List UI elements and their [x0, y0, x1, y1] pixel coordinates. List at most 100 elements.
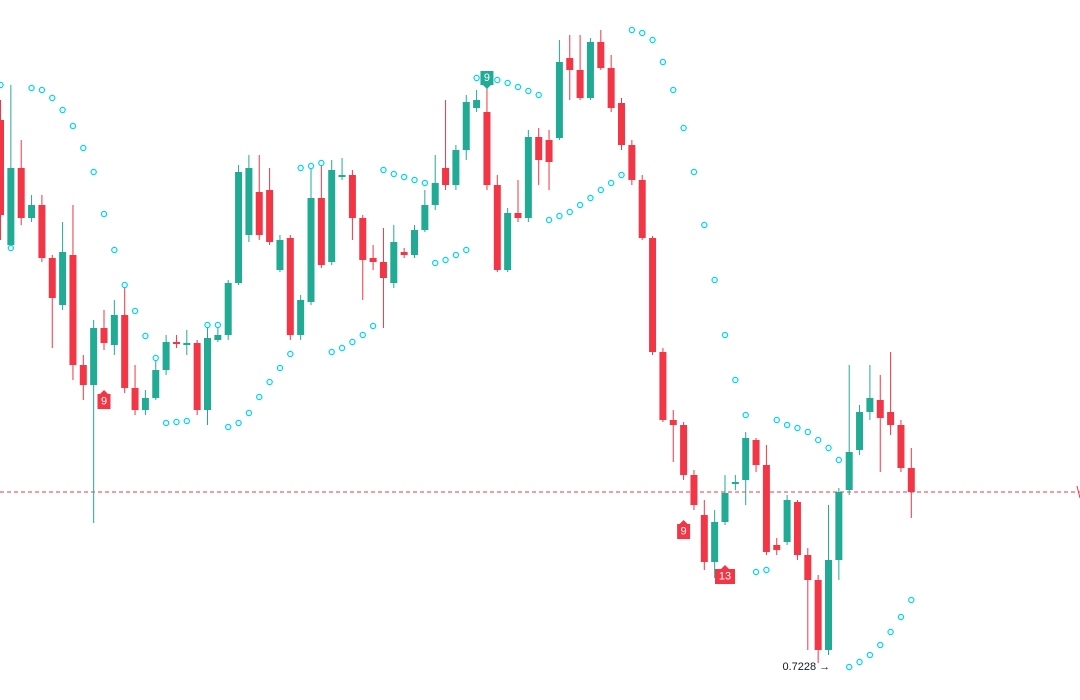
candle-body	[183, 343, 191, 345]
sar-dot	[266, 378, 273, 386]
candle-body	[162, 342, 170, 370]
candle-body	[100, 328, 108, 343]
sar-dot	[411, 176, 418, 184]
sar-dot	[432, 259, 439, 267]
candle-body	[835, 492, 843, 560]
signal-text: 9	[484, 72, 490, 84]
sar-dot	[400, 173, 408, 181]
candle-body	[204, 338, 211, 410]
candle-body	[141, 398, 149, 410]
sar-dot	[908, 596, 915, 604]
candle-body	[514, 213, 522, 218]
candle-body	[38, 205, 46, 258]
candle-body	[235, 172, 243, 283]
signal-text: 9	[681, 525, 687, 537]
sar-dot	[142, 332, 149, 340]
candle-body	[17, 168, 25, 218]
sar-dot	[297, 164, 304, 172]
candle-body	[659, 352, 667, 420]
candle-body	[328, 170, 336, 262]
sar-dot	[421, 179, 429, 187]
sar-dot	[732, 376, 739, 384]
sar-dot	[28, 84, 35, 92]
candle-body	[48, 258, 56, 298]
sar-dot	[670, 86, 677, 94]
sar-dot	[783, 421, 791, 429]
candle-body	[245, 168, 253, 235]
candle-body	[897, 425, 905, 468]
candle-body	[628, 145, 636, 180]
signal-text: 9	[101, 395, 107, 407]
sar-dot	[711, 276, 718, 284]
sar-dot	[639, 29, 646, 37]
candle-body	[390, 242, 398, 283]
candle-body	[359, 218, 367, 260]
candle-body	[379, 262, 387, 278]
sar-dot	[38, 86, 46, 94]
candle-body	[493, 185, 501, 270]
sar-dot	[473, 74, 480, 82]
sar-dot	[111, 246, 118, 254]
sar-dot	[204, 321, 211, 329]
candle-body	[887, 412, 895, 425]
candle-body	[731, 482, 739, 484]
candle-body	[297, 300, 305, 335]
sar-dot	[804, 428, 812, 436]
candle-body	[69, 255, 77, 365]
sar-dot	[256, 393, 263, 401]
sar-dot	[535, 91, 542, 99]
candle-body	[607, 68, 615, 108]
sar-dot	[856, 658, 863, 666]
sar-dot	[359, 331, 366, 339]
candle-body	[483, 112, 491, 185]
candle-body	[825, 560, 832, 650]
signal-badge	[715, 565, 735, 584]
sar-dot	[7, 244, 15, 252]
sar-dot	[224, 423, 232, 431]
sar-dot	[897, 613, 905, 621]
candle-body	[680, 425, 688, 475]
candle-body	[907, 468, 915, 492]
candle-body	[638, 180, 646, 238]
sar-dot	[628, 26, 636, 34]
sar-dot	[607, 179, 615, 187]
sar-dot	[49, 94, 56, 102]
candle-body	[586, 42, 594, 98]
candle-body	[276, 240, 284, 270]
sar-dot	[566, 208, 573, 216]
sar-dot	[442, 256, 449, 264]
candle-body	[711, 522, 719, 562]
sar-dot	[173, 418, 180, 426]
sar-dot	[721, 331, 729, 339]
candle-body	[110, 315, 118, 345]
sar-dot	[307, 162, 315, 170]
candle-body	[7, 168, 15, 245]
sar-dot	[525, 87, 532, 95]
candle-body	[473, 100, 481, 108]
sar-dot	[80, 144, 87, 152]
candle-body	[317, 198, 325, 265]
sar-dot	[494, 76, 501, 84]
sar-dot	[545, 216, 553, 224]
candle-body	[307, 198, 315, 302]
candle-body	[442, 168, 450, 185]
sar-dot	[452, 251, 460, 259]
sar-dot	[338, 344, 346, 352]
candle-body	[421, 205, 429, 230]
sar-dot	[773, 416, 780, 424]
candle-body	[700, 515, 708, 562]
sar-dot	[380, 166, 387, 174]
sar-dot	[618, 171, 625, 179]
candle-body	[535, 137, 543, 160]
candle-body	[79, 365, 87, 385]
sar-dot	[328, 348, 335, 356]
sar-dot	[369, 322, 377, 330]
candle-body	[804, 555, 812, 580]
sar-dot	[162, 419, 170, 427]
candle-body	[783, 500, 791, 542]
sar-dot	[152, 354, 159, 362]
candle-body	[752, 440, 760, 465]
candle-body	[452, 150, 460, 185]
sar-dot	[597, 186, 605, 194]
sar-dot	[318, 159, 325, 167]
